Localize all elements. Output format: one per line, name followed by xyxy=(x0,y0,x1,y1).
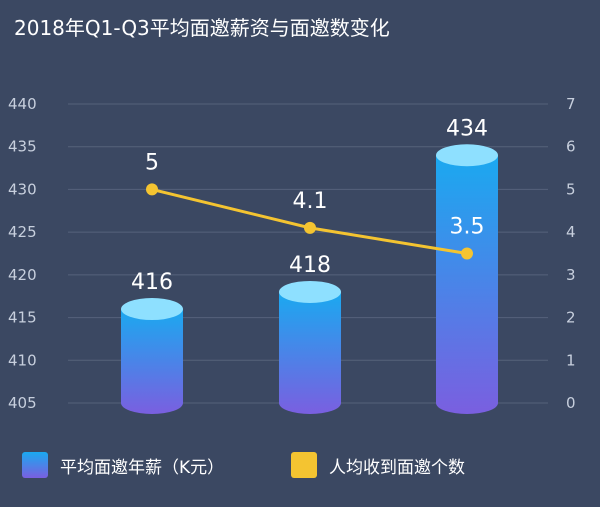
line-swatch-icon xyxy=(291,452,317,478)
line-value-label: 4.1 xyxy=(293,189,328,214)
right-tick-label: 3 xyxy=(566,266,576,284)
bar-value-label: 416 xyxy=(131,270,173,295)
legend: 平均面邀年薪（K元） 人均收到面邀个数 xyxy=(0,452,600,482)
bar-q2 xyxy=(279,280,341,414)
chart-title: 2018年Q1-Q3平均面邀薪资与面邀数变化 xyxy=(14,16,390,40)
left-tick-label: 420 xyxy=(8,266,37,284)
bar-q1 xyxy=(121,298,183,414)
left-tick-label: 405 xyxy=(8,394,37,412)
bar-value-label: 434 xyxy=(446,116,488,141)
right-y-axis: 0 1 2 3 4 5 6 7 xyxy=(566,95,576,412)
bar-swatch-icon xyxy=(22,452,48,478)
line-series xyxy=(146,183,473,260)
left-y-axis: 405 410 415 420 425 430 435 440 xyxy=(8,95,37,412)
line-value-label: 5 xyxy=(145,150,159,175)
legend-label-interviews: 人均收到面邀个数 xyxy=(329,457,465,478)
bar-cap xyxy=(121,298,183,321)
left-tick-label: 425 xyxy=(8,223,37,241)
right-tick-label: 5 xyxy=(566,180,576,198)
right-tick-label: 4 xyxy=(566,223,576,241)
right-tick-label: 2 xyxy=(566,309,576,327)
legend-item-interviews: 人均收到面邀个数 xyxy=(291,452,465,478)
line-point xyxy=(461,247,473,260)
left-tick-label: 440 xyxy=(8,95,37,113)
bar-cap xyxy=(436,144,498,167)
right-tick-label: 0 xyxy=(566,394,576,412)
bar-series xyxy=(121,144,498,414)
legend-label-salary: 平均面邀年薪（K元） xyxy=(60,457,225,478)
right-tick-label: 7 xyxy=(566,95,576,113)
right-tick-label: 6 xyxy=(566,138,576,156)
legend-item-salary: 平均面邀年薪（K元） xyxy=(22,452,224,478)
bar-value-label: 418 xyxy=(289,253,331,278)
line-point xyxy=(304,221,316,234)
bar-body xyxy=(121,309,183,414)
left-tick-label: 435 xyxy=(8,138,37,156)
left-tick-label: 410 xyxy=(8,351,37,369)
line-value-label: 3.5 xyxy=(450,215,485,240)
bar-body xyxy=(279,291,341,414)
bar-body xyxy=(436,155,498,414)
bar-cap xyxy=(279,280,341,303)
line-point xyxy=(146,183,158,196)
left-tick-label: 430 xyxy=(8,180,37,198)
right-tick-label: 1 xyxy=(566,351,576,369)
left-tick-label: 415 xyxy=(8,309,37,327)
data-labels: 416 418 434 5 4.1 3.5 xyxy=(131,116,488,295)
bar-q3 xyxy=(436,144,498,414)
chart-canvas: 405 410 415 420 425 430 435 440 0 1 2 3 4 5 6 7 416 418… xyxy=(8,95,576,414)
